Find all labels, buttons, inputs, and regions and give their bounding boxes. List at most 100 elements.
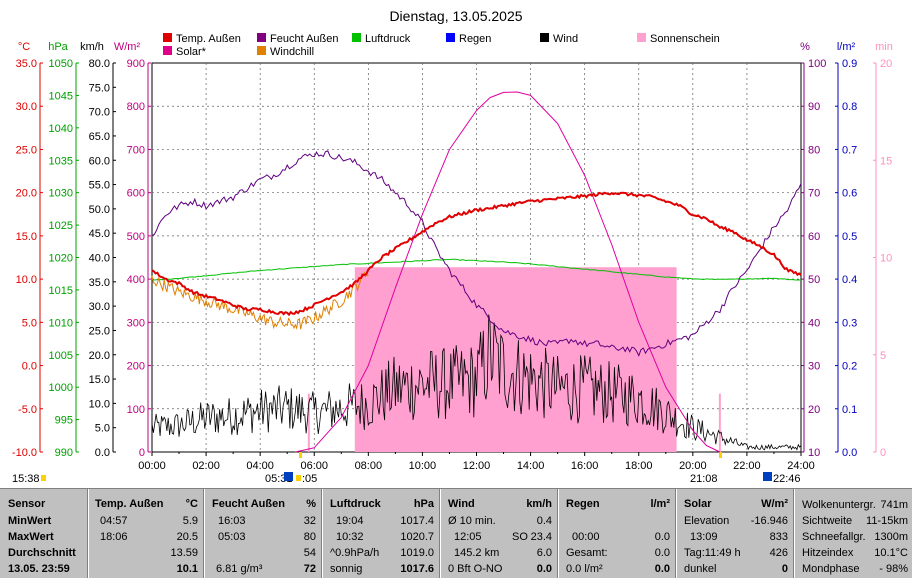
temp-header: Temp. Außen [95,498,164,510]
axis-tick-label-temp-5: 10.0 [16,274,37,286]
snowline-value: 1300m [874,531,908,543]
rain-total-label: Gesamt: [566,547,608,559]
axis-tick-label-press-7: 1015 [49,285,73,297]
axis-tick-label-temp-9: -10.0 [12,447,37,459]
axis-tick-label-wind-11: 25.0 [89,325,110,337]
pressure-avg-value: 1019.0 [400,547,434,559]
row-current-label: 13.05. 23:59 [8,563,70,575]
humidity-min-time: 16:03 [218,515,246,527]
solar-elevation-label: Elevation [684,515,730,527]
pressure-trend: ^0.9hPa/h [330,547,380,559]
temp-max-value: 20.5 [176,531,198,543]
snowline-label: Schneefallgr. [802,531,866,543]
legend-swatch-7 [257,46,266,55]
x-tick-label-0: 00:00 [138,460,166,472]
temp-unit: °C [185,498,198,510]
row-avg-label: Durchschnitt [8,547,76,559]
axis-tick-label-press-12: 990 [55,447,73,459]
legend-swatch-5 [637,33,646,42]
axis-tick-label-solar-4: 500 [127,231,145,243]
x-tick-label-4: 08:00 [355,460,383,472]
axis-tick-label-temp-1: 30.0 [16,101,37,113]
axis-tick-label-wind-14: 10.0 [89,398,110,410]
solar-current-value: 0 [781,563,788,575]
axis-tick-label-temp-4: 15.0 [16,231,37,243]
sunset-label: 21:08 [690,473,718,485]
wind-beaufort: 0 Bft O-NO [448,563,503,575]
series-solar-line [295,91,721,453]
pressure-unit: hPa [413,498,434,510]
temp-current-value: 10.1 [176,563,198,575]
legend-swatch-6 [163,46,172,55]
col-solar: Solar W/m² Elevation -16.946 13:09 833 Tag:… [676,489,795,578]
axis-tick-label-rain-1: 0.8 [842,101,857,113]
axis-tick-label-hum-9: 10 [808,447,820,459]
axis-tick-label-press-4: 1030 [49,188,73,200]
legend-swatch-3 [446,33,455,42]
axis-tick-label-hum-5: 50 [808,274,820,286]
axis-unit-press: hPa [48,41,68,53]
chart-legend: Temp. Außen Feucht Außen Luftdruck Regen Win… [163,33,720,58]
sunrise-rest-label: :05 [302,473,317,485]
humidity-max-value: 80 [303,531,316,543]
legend-label-3: Regen [459,33,491,45]
wind-current-value: 0.0 [536,563,552,575]
axis-tick-label-hum-8: 20 [808,404,820,416]
solar-max-time: 13:09 [690,531,718,543]
humidity-unit: % [306,498,316,510]
heatindex-label: Hitzeindex [802,547,854,559]
series-wind-line [151,314,802,451]
axis-tick-label-solar-6: 300 [127,317,145,329]
axis-tick-label-hum-2: 80 [808,144,820,156]
x-tick-label-8: 16:00 [571,460,599,472]
legend-label-7: Windchill [270,46,314,58]
axis-tick-label-press-0: 1050 [49,58,73,70]
series-pressure-line [151,258,801,281]
axis-tick-label-sun-3: 5 [880,350,886,362]
col-extra: Wolkenuntergr. 741m Sichtweite 11-15km Sch… [794,489,912,578]
temp-max-time: 18:06 [100,531,128,543]
humidity-current-value: 72 [303,563,316,575]
wind-max-time: 12:05 [454,531,482,543]
humidity-header: Feucht Außen [212,498,285,510]
axis-tick-label-hum-6: 40 [808,317,820,329]
wind-avg-value: 6.0 [536,547,552,559]
legend-swatch-0 [163,33,172,42]
row-min-label: MinWert [8,515,52,527]
legend-label-4: Wind [553,33,578,45]
axis-tick-label-rain-4: 0.5 [842,231,857,243]
rain-current-value: 0.0 [654,563,670,575]
sunrise-marker [296,475,301,481]
axis-tick-label-temp-7: 0.0 [22,361,37,373]
series-temperature-line [151,191,802,317]
axis-tick-label-temp-2: 25.0 [16,144,37,156]
summary-table: Sensor MinWert MaxWert Durchschnitt 13.0… [0,488,912,578]
temp-min-value: 5.9 [182,515,198,527]
sunrise-icon [284,472,293,481]
axis-tick-label-rain-8: 0.1 [842,404,857,416]
col-humidity: Feucht Außen% 16:03 32 05:03 80 54 6.81 g/… [204,489,323,578]
axis-tick-label-hum-1: 90 [808,101,820,113]
solar-unit: W/m² [761,498,788,510]
rain-today: 0.0 l/m² [566,563,603,575]
temp-min-time: 04:57 [100,515,128,527]
axis-tick-label-press-2: 1040 [49,123,73,135]
solar-header: Solar [684,498,712,510]
axis-unit-wind: km/h [80,41,104,53]
axis-tick-label-solar-3: 600 [127,188,145,200]
moonphase-value: - 98% [879,563,908,575]
pressure-min-value: 1017.4 [400,515,434,527]
axis-tick-label-wind-9: 35.0 [89,277,110,289]
pressure-header: Luftdruck [330,498,381,510]
col-pressure: Luftdruck hPa 19:04 1017.4 10:32 1020.7 ^0.… [322,489,441,578]
axis-tick-label-sun-1: 15 [880,155,892,167]
axis-unit-rain: l/m² [837,41,856,53]
axis-tick-label-solar-0: 900 [127,58,145,70]
axis-tick-label-temp-3: 20.0 [16,188,37,200]
axis-tick-label-rain-2: 0.7 [842,144,857,156]
axis-tick-label-rain-6: 0.3 [842,317,857,329]
plot-area [151,91,802,453]
weather-chart: Dienstag, 13.05.2025 Temp. Außen Feucht A… [12,8,893,485]
col-rain: Regen l/m² 00:00 0.0 Gesamt: 0.0 0.0 l/m² 0.… [558,489,677,578]
axis-tick-label-press-8: 1010 [49,317,73,329]
